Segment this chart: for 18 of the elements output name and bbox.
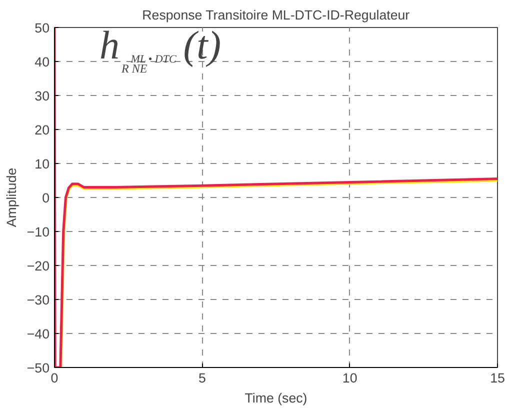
y-tick-label: −20 <box>26 258 50 274</box>
y-tick-label: −40 <box>26 326 50 342</box>
x-tick-label: 5 <box>198 370 206 386</box>
line-series <box>54 28 498 368</box>
y-tick-label: −50 <box>26 360 50 376</box>
x-axis-title: Time (sec) <box>244 390 308 406</box>
y-tick-label: −10 <box>26 224 50 240</box>
x-tick-label: 15 <box>490 370 505 386</box>
y-tick-label: 30 <box>34 88 50 104</box>
y-tick-label: −30 <box>26 292 50 308</box>
x-tick-label: 10 <box>342 370 358 386</box>
y-tick-label: 40 <box>34 54 50 70</box>
y-tick-label: 20 <box>34 122 50 138</box>
y-axis-title: Amplitude <box>4 168 19 228</box>
y-tick-label: 10 <box>34 156 50 172</box>
y-tick-label: 50 <box>34 20 50 36</box>
y-tick-label: 0 <box>42 190 50 206</box>
chart-title: Response Transitoire ML-DTC-ID-Regulateur <box>142 8 410 22</box>
